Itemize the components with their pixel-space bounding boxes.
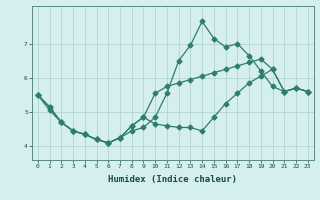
- X-axis label: Humidex (Indice chaleur): Humidex (Indice chaleur): [108, 175, 237, 184]
